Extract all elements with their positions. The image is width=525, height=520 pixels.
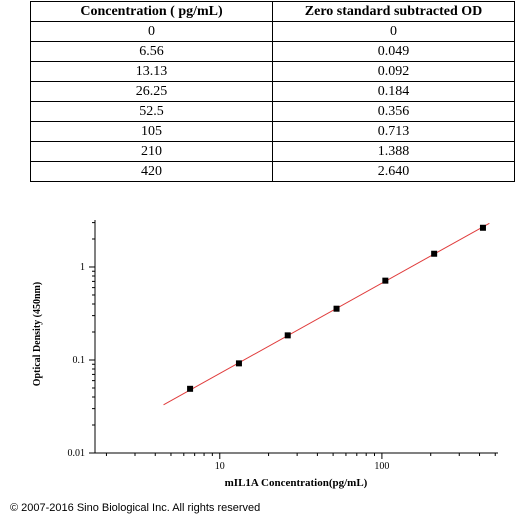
data-point bbox=[431, 250, 438, 257]
data-point bbox=[284, 332, 291, 339]
data-point bbox=[382, 277, 389, 284]
standard-curve-chart: 10 100 0.01 0.1 1 mIL1A Concentration(pg/mL)… bbox=[32, 220, 498, 489]
cell-od: 0 bbox=[272, 21, 515, 42]
cell-concentration: 13.13 bbox=[30, 61, 273, 82]
cell-od: 0.049 bbox=[272, 41, 515, 62]
cell-concentration: 210 bbox=[30, 141, 273, 162]
cell-od: 0.713 bbox=[272, 121, 515, 142]
table-row: 6.56 0.049 bbox=[30, 41, 515, 62]
data-point bbox=[333, 305, 340, 312]
fit-line-layer bbox=[163, 222, 490, 406]
cell-concentration: 420 bbox=[30, 161, 273, 182]
cell-od: 0.356 bbox=[272, 101, 515, 122]
standard-curve-table: Concentration ( pg/mL) Zero standard sub… bbox=[30, 1, 515, 182]
cell-concentration: 52.5 bbox=[30, 101, 273, 122]
table-row: 420 2.640 bbox=[30, 161, 515, 182]
table-row: 0 0 bbox=[30, 21, 515, 42]
cell-od: 0.092 bbox=[272, 61, 515, 82]
data-point bbox=[235, 360, 242, 367]
y-tick-label: 0.01 bbox=[68, 448, 86, 459]
cell-concentration: 0 bbox=[30, 21, 273, 42]
header-concentration: Concentration ( pg/mL) bbox=[30, 1, 273, 22]
axes bbox=[89, 220, 498, 459]
y-tick-label: 0.1 bbox=[73, 355, 86, 366]
x-axis-label: mIL1A Concentration(pg/mL) bbox=[225, 477, 368, 489]
cell-concentration: 26.25 bbox=[30, 81, 273, 102]
table-row: 13.13 0.092 bbox=[30, 61, 515, 82]
data-point bbox=[187, 385, 194, 392]
table-row: 105 0.713 bbox=[30, 121, 515, 142]
x-tick-label: 10 bbox=[215, 461, 225, 472]
table-row: 52.5 0.356 bbox=[30, 101, 515, 122]
x-tick-label: 100 bbox=[374, 461, 389, 472]
table-header-row: Concentration ( pg/mL) Zero standard sub… bbox=[30, 1, 515, 22]
header-od: Zero standard subtracted OD bbox=[272, 1, 515, 22]
cell-od: 0.184 bbox=[272, 81, 515, 102]
table-row: 26.25 0.184 bbox=[30, 81, 515, 102]
y-tick-label: 1 bbox=[80, 262, 85, 273]
fit-line bbox=[163, 222, 490, 406]
tick-labels: 10 100 0.01 0.1 1 bbox=[68, 262, 390, 472]
data-point bbox=[479, 224, 486, 231]
cell-od: 1.388 bbox=[272, 141, 515, 162]
data-points bbox=[187, 224, 486, 392]
cell-concentration: 6.56 bbox=[30, 41, 273, 62]
y-axis-label: Optical Density (450nm) bbox=[32, 282, 43, 386]
cell-od: 2.640 bbox=[272, 161, 515, 182]
table-row: 210 1.388 bbox=[30, 141, 515, 162]
cell-concentration: 105 bbox=[30, 121, 273, 142]
copyright-notice: © 2007-2016 Sino Biological Inc. All rig… bbox=[10, 502, 261, 514]
